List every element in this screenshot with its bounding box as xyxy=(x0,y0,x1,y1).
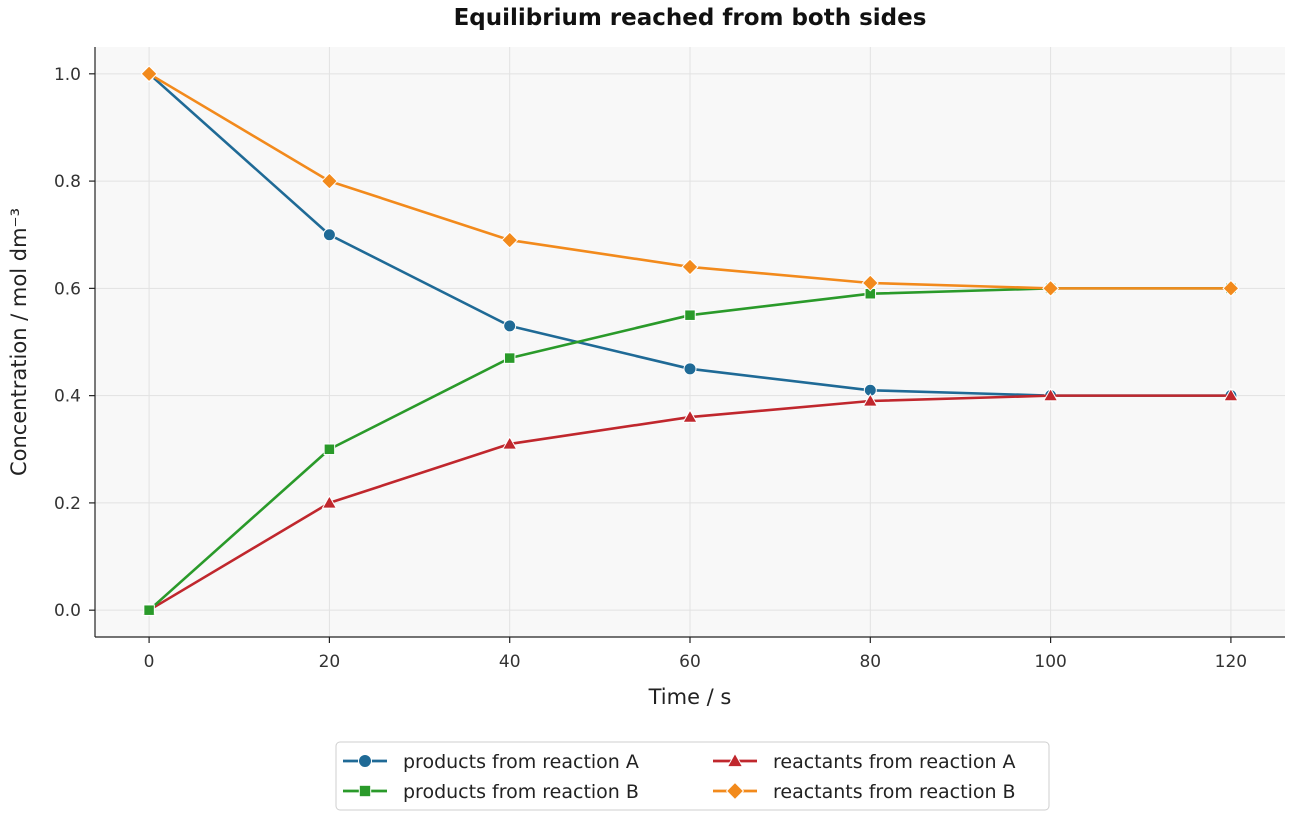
series-reactants-from-reaction-b xyxy=(140,65,1240,297)
y-tick-label: 0.0 xyxy=(54,601,81,621)
x-tick-label: 0 xyxy=(144,652,155,672)
data-point xyxy=(684,309,696,321)
legend-marker xyxy=(726,752,744,768)
data-point xyxy=(862,393,879,407)
x-tick-label: 80 xyxy=(859,652,881,672)
data-point xyxy=(322,228,336,242)
legend-entry-reactants-from-reaction-a: reactants from reaction A xyxy=(713,751,1016,773)
data-point xyxy=(143,604,155,616)
legend-box xyxy=(335,741,1050,811)
data-point xyxy=(321,495,338,509)
legend-label: products from reaction A xyxy=(403,751,639,773)
data-point xyxy=(1223,387,1239,402)
data-point xyxy=(1222,279,1240,297)
data-point xyxy=(503,352,516,364)
data-point xyxy=(861,274,879,292)
series-layer xyxy=(140,65,1240,616)
x-tick-label: 120 xyxy=(1215,652,1247,672)
legend-label: reactants from reaction A xyxy=(773,751,1016,773)
data-point xyxy=(682,409,698,423)
legend: products from reaction A products from re… xyxy=(335,741,1050,811)
x-tick-label: 100 xyxy=(1034,652,1066,672)
x-tick-label: 60 xyxy=(679,652,701,672)
legend-marker xyxy=(358,754,372,768)
y-tick-label: 0.6 xyxy=(54,279,81,299)
x-tick-label: 20 xyxy=(319,652,341,672)
data-point xyxy=(1042,279,1060,297)
axes: 0 20 40 60 80 100 120 0.0 0.2 0.4 0.6 0.8 1.0 xyxy=(54,47,1285,672)
y-tick-label: 0.8 xyxy=(54,172,81,192)
data-point xyxy=(683,362,697,376)
data-point xyxy=(1042,387,1059,402)
y-axis-label: Concentration / mol dm⁻³ xyxy=(7,208,31,476)
y-tick-label: 0.4 xyxy=(54,387,81,407)
data-point xyxy=(140,65,158,83)
x-axis-label: Time / s xyxy=(648,685,732,709)
y-tick-label: 1.0 xyxy=(54,65,81,85)
data-point xyxy=(320,172,338,190)
legend-entry-products-from-reaction-a: products from reaction A xyxy=(343,751,639,773)
legend-marker xyxy=(725,781,745,801)
y-tick-label: 0.2 xyxy=(54,494,81,514)
x-tick-label: 40 xyxy=(499,652,521,672)
legend-marker xyxy=(358,784,372,798)
legend-entry-reactants-from-reaction-b: reactants from reaction B xyxy=(713,781,1016,803)
chart-title: Equilibrium reached from both sides xyxy=(454,5,927,31)
data-point xyxy=(501,231,519,249)
legend-label: reactants from reaction B xyxy=(773,781,1016,803)
data-point xyxy=(503,319,517,333)
legend-entry-products-from-reaction-b: products from reaction B xyxy=(343,781,639,803)
data-point xyxy=(323,443,336,456)
data-point xyxy=(681,258,699,276)
data-point xyxy=(501,436,518,450)
legend-label: products from reaction B xyxy=(403,781,639,803)
